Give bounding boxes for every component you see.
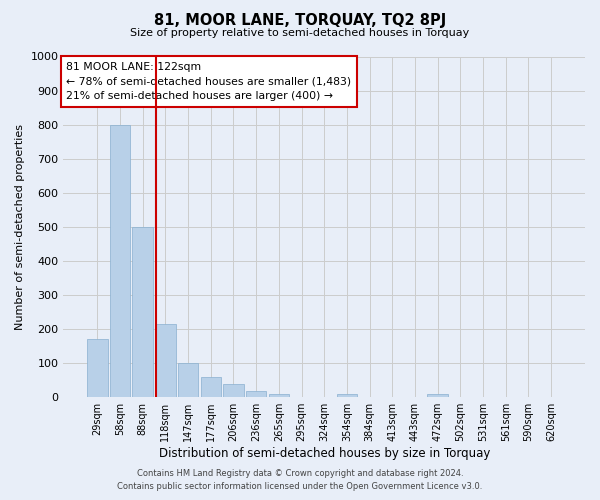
Text: Contains HM Land Registry data © Crown copyright and database right 2024.
Contai: Contains HM Land Registry data © Crown c… — [118, 470, 482, 491]
Bar — [427, 394, 448, 397]
Bar — [87, 340, 107, 397]
Bar — [133, 227, 153, 397]
Bar — [337, 394, 357, 397]
Bar — [110, 124, 130, 397]
Bar — [178, 363, 198, 397]
Bar — [155, 324, 176, 397]
X-axis label: Distribution of semi-detached houses by size in Torquay: Distribution of semi-detached houses by … — [158, 447, 490, 460]
Bar — [269, 394, 289, 397]
Bar — [246, 391, 266, 397]
Bar — [200, 378, 221, 397]
Text: Size of property relative to semi-detached houses in Torquay: Size of property relative to semi-detach… — [130, 28, 470, 38]
Text: 81, MOOR LANE, TORQUAY, TQ2 8PJ: 81, MOOR LANE, TORQUAY, TQ2 8PJ — [154, 12, 446, 28]
Y-axis label: Number of semi-detached properties: Number of semi-detached properties — [15, 124, 25, 330]
Bar — [223, 384, 244, 397]
Text: 81 MOOR LANE: 122sqm
← 78% of semi-detached houses are smaller (1,483)
21% of se: 81 MOOR LANE: 122sqm ← 78% of semi-detac… — [66, 62, 351, 101]
